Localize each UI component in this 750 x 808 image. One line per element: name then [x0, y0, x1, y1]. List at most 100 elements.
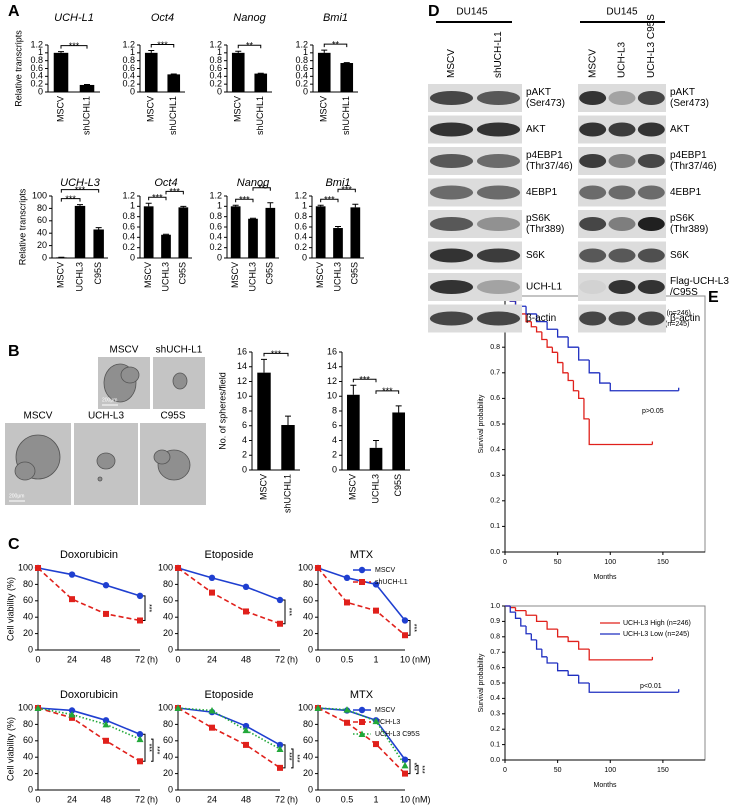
significance-label: **	[246, 41, 254, 51]
y-tick-label: 0.2	[294, 242, 307, 252]
significance-bracket	[60, 198, 81, 202]
y-tick-label: 0.7	[490, 370, 500, 377]
lane-label: shUCH-L1	[493, 31, 504, 78]
error-bar	[58, 51, 64, 53]
scale-bar-label: 200μm	[102, 397, 117, 403]
x-tick-label: 72	[275, 794, 285, 804]
y-tick-label: 12	[327, 376, 337, 386]
significance-bracket	[60, 45, 88, 49]
x-tick-label: C95S	[393, 474, 403, 497]
x-unit: (h)	[287, 654, 298, 664]
survival-step	[525, 610, 537, 616]
bar	[317, 52, 331, 92]
significance-label: ***	[69, 41, 80, 51]
blot-row-label: (Thr37/46)	[670, 161, 717, 172]
error-bar	[321, 49, 328, 53]
significance-label: ***	[382, 386, 393, 396]
sphere	[153, 449, 171, 465]
x-tick-label: 50	[554, 767, 562, 774]
bar	[143, 206, 154, 258]
survival-step	[546, 321, 558, 330]
survival-step	[541, 649, 548, 658]
y-tick-label: 0.4	[295, 71, 308, 81]
marker	[402, 632, 408, 639]
micrograph-label: MSCV	[110, 345, 139, 356]
x-tick-label: C95S	[93, 262, 103, 285]
y-tick-label: 0.9	[490, 618, 500, 625]
marker	[103, 737, 109, 744]
significance-bracket	[283, 744, 286, 769]
bar	[333, 228, 343, 258]
x-tick-label: UCHL3	[74, 262, 84, 292]
marker	[401, 617, 409, 624]
y-tick-label: 0.2	[490, 726, 500, 733]
chart-title: MTX	[350, 549, 374, 561]
x-tick-label: 72	[275, 654, 285, 664]
significance-bracket	[148, 196, 167, 201]
marker	[243, 741, 249, 748]
error-bar	[235, 50, 242, 53]
x-tick-label: shUCHL1	[341, 96, 351, 135]
bar	[369, 447, 383, 470]
marker	[242, 726, 250, 734]
marker	[314, 704, 322, 711]
x-tick-label: 48	[241, 794, 251, 804]
error-bar	[145, 202, 152, 207]
y-tick-label: 0.4	[490, 695, 500, 702]
band	[429, 154, 474, 168]
micrograph-label: C95S	[160, 411, 185, 422]
significance-label: ***	[145, 744, 152, 752]
x-tick-label: UCHL3	[332, 262, 342, 292]
marker	[68, 711, 76, 718]
blot-row-label: Flag-UCH-L3	[670, 276, 729, 287]
chart-title: MTX	[350, 689, 374, 701]
survival-step	[541, 331, 548, 341]
plot-frame	[504, 295, 706, 553]
panel-label: D	[428, 3, 440, 20]
y-tick-label: 0.0	[490, 757, 500, 764]
x-tick-label: UCHL3	[247, 262, 257, 292]
series-line	[37, 707, 141, 762]
y-tick-label: 1.2	[209, 190, 222, 200]
y-tick-label: 0	[302, 252, 307, 262]
y-tick-label: 40	[37, 228, 47, 238]
marker	[136, 735, 144, 743]
y-tick-label: 0.8	[209, 211, 222, 221]
legend-symbol	[359, 719, 365, 725]
x-tick-label: MSCV	[319, 96, 329, 122]
y-tick-label: 0.6	[122, 221, 135, 231]
y-tick-label: 1.2	[209, 39, 222, 49]
y-tick-label: 0.8	[490, 344, 500, 351]
legend-symbol	[358, 730, 366, 737]
x-tick-label: MSCV	[315, 262, 325, 288]
x-unit: (h)	[287, 794, 298, 804]
blot-row-label: 4EBP1	[670, 187, 702, 198]
significance-bracket	[323, 43, 348, 48]
y-tick-label: 0.6	[295, 63, 308, 73]
x-tick-label: 10	[400, 654, 410, 664]
survival-step	[546, 656, 558, 664]
blot-row-label: S6K	[670, 250, 689, 261]
x-tick-label: MSCV	[143, 262, 153, 288]
y-tick-label: 20	[23, 628, 33, 638]
y-tick-label: 0	[168, 784, 173, 794]
y-tick-label: 20	[37, 240, 47, 250]
blot-row-label: pAKT	[670, 87, 695, 98]
y-tick-label: 0.2	[30, 79, 43, 89]
y-tick-label: 100	[18, 562, 33, 572]
band	[476, 311, 521, 326]
legend-label: MSCV	[375, 707, 396, 714]
chart-title: Etoposide	[205, 549, 254, 561]
micrograph-label: MSCV	[24, 411, 53, 422]
cell-line-label: DU145	[606, 7, 638, 18]
survival-step	[572, 380, 579, 392]
y-tick-label: 40	[23, 612, 33, 622]
y-tick-label: 10	[327, 391, 337, 401]
marker	[344, 719, 350, 726]
significance-label: **	[258, 183, 266, 193]
bar	[167, 74, 181, 92]
significance-bracket	[143, 595, 146, 621]
x-tick-label: 0	[315, 654, 320, 664]
band	[579, 280, 607, 294]
bar	[178, 207, 189, 258]
